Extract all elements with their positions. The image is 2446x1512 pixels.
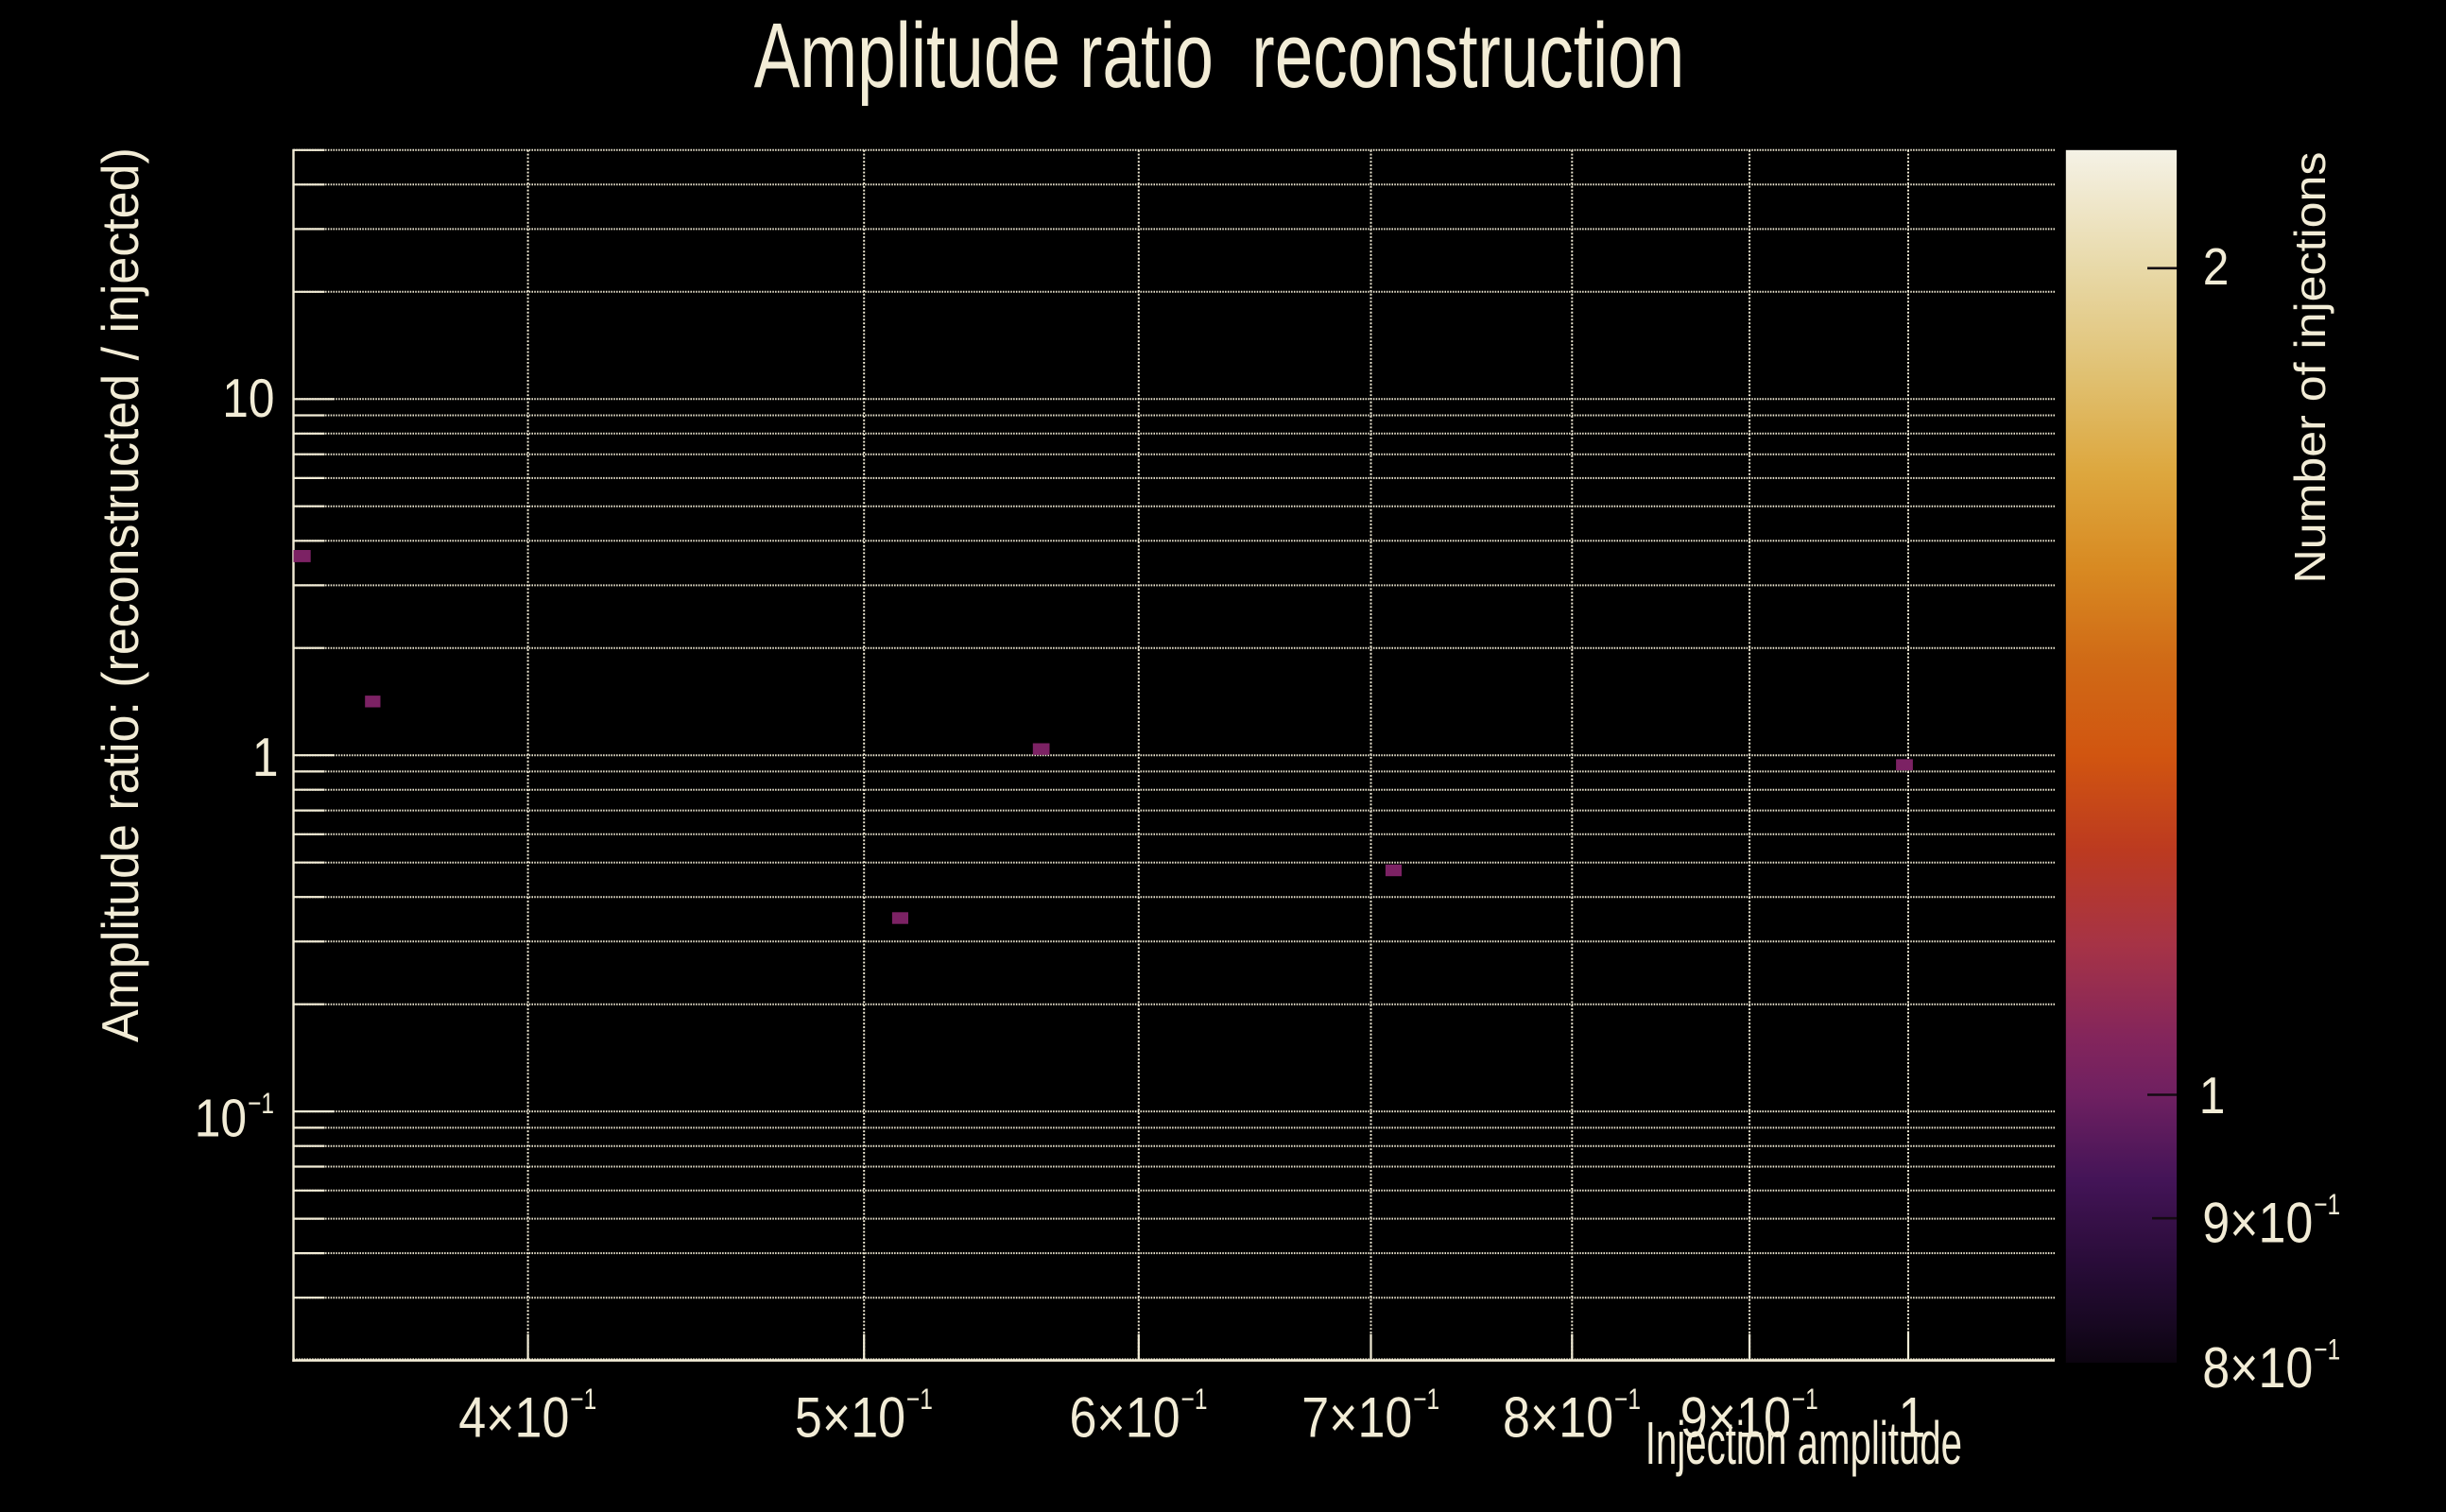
svg-text:Number of injections: Number of injections	[2286, 152, 2335, 584]
svg-text:Injection amplitude: Injection amplitude	[1645, 1411, 1962, 1478]
svg-text:−1: −1	[1792, 1383, 1818, 1415]
svg-text:1: 1	[252, 728, 279, 788]
svg-text:10: 10	[222, 368, 274, 428]
svg-text:1: 1	[1899, 1385, 1926, 1449]
svg-text:−1: −1	[906, 1383, 933, 1415]
svg-text:9×10: 9×10	[2202, 1191, 2313, 1254]
svg-text:1: 1	[2199, 1068, 2226, 1125]
svg-text:−1: −1	[2314, 1188, 2340, 1220]
svg-text:Amplitude ratio: (reconstructe: Amplitude ratio: (reconstructed / inject…	[93, 147, 150, 1042]
svg-text:5×10: 5×10	[795, 1385, 905, 1449]
svg-text:−1: −1	[248, 1087, 274, 1119]
svg-text:10: 10	[195, 1089, 247, 1148]
svg-text:Amplitude ratio reconstructio: Amplitude ratio reconstruction	[754, 5, 1684, 108]
svg-text:8×10: 8×10	[1503, 1385, 1613, 1449]
svg-text:8×10: 8×10	[2202, 1335, 2313, 1399]
svg-text:−1: −1	[1614, 1383, 1641, 1415]
svg-text:9×10: 9×10	[1680, 1385, 1791, 1449]
svg-text:−1: −1	[2314, 1333, 2340, 1366]
svg-text:7×10: 7×10	[1301, 1385, 1412, 1449]
svg-text:6×10: 6×10	[1070, 1385, 1180, 1449]
svg-text:−1: −1	[570, 1383, 596, 1415]
svg-text:−1: −1	[1181, 1383, 1208, 1415]
svg-text:4×10: 4×10	[458, 1385, 569, 1449]
svg-text:−1: −1	[1413, 1383, 1439, 1415]
svg-text:2: 2	[2203, 239, 2230, 297]
